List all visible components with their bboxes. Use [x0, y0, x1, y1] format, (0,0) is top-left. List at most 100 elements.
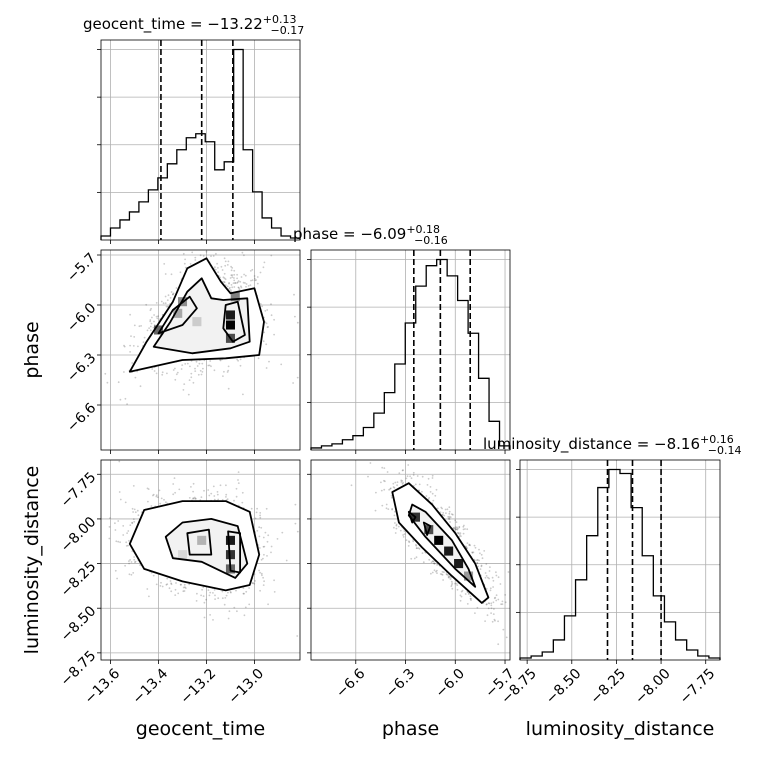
sample-point: [369, 462, 372, 464]
sample-point: [261, 305, 263, 308]
sample-point: [294, 315, 296, 318]
sample-point: [184, 587, 187, 589]
sample-point: [457, 532, 460, 535]
sample-point: [124, 397, 127, 400]
sample-point: [258, 569, 260, 572]
sample-point: [231, 276, 234, 278]
sample-point: [497, 620, 499, 623]
sample-point: [293, 293, 295, 296]
sample-point: [90, 395, 92, 397]
sample-point: [131, 522, 134, 525]
sample-point: [292, 382, 294, 384]
sample-point: [134, 561, 136, 564]
sample-point: [251, 582, 254, 585]
sample-point: [262, 266, 265, 269]
sample-point: [456, 584, 459, 586]
sample-point: [457, 527, 459, 530]
sample-point: [385, 503, 388, 506]
sample-point: [235, 589, 237, 592]
sample-point: [273, 579, 275, 582]
sample-point: [155, 315, 158, 318]
sample-point: [261, 574, 263, 577]
sample-point: [488, 602, 491, 605]
sample-point: [237, 287, 240, 289]
sample-point: [476, 562, 479, 565]
sample-point: [155, 494, 158, 497]
sample-point: [173, 477, 176, 479]
title-sub: −0.16: [414, 234, 448, 247]
sample-point: [258, 547, 261, 549]
sample-point: [213, 589, 216, 591]
sample-point: [166, 299, 169, 302]
sample-point: [458, 525, 461, 528]
sample-point: [231, 286, 234, 289]
sample-point: [133, 336, 136, 338]
sample-point: [131, 507, 134, 510]
sample-point: [487, 602, 490, 604]
sample-point: [449, 521, 451, 523]
sample-point: [200, 594, 203, 597]
sample-point: [133, 508, 136, 511]
sample-point: [232, 282, 235, 284]
sample-point: [237, 482, 240, 484]
sample-point: [394, 532, 397, 534]
density-cell: [192, 317, 202, 327]
sample-point: [465, 546, 468, 549]
sample-point: [161, 371, 164, 374]
sample-point: [217, 597, 220, 600]
sample-point: [108, 537, 111, 540]
sample-point: [501, 600, 504, 603]
sample-point: [234, 282, 237, 284]
sample-point: [128, 562, 131, 565]
sample-point: [497, 643, 500, 646]
sample-point: [216, 493, 219, 496]
sample-point: [380, 489, 383, 492]
sample-point: [244, 274, 247, 277]
sample-point: [511, 635, 513, 637]
sample-point: [470, 599, 472, 602]
sample-point: [195, 497, 197, 500]
sample-point: [190, 376, 193, 379]
sample-point: [134, 560, 137, 563]
sample-point: [214, 266, 216, 269]
sample-point: [418, 548, 421, 550]
sample-point: [488, 577, 490, 580]
sample-point: [296, 376, 299, 379]
sample-point: [132, 518, 135, 521]
sample-point: [237, 280, 240, 282]
sample-point: [490, 602, 493, 605]
density-cell: [230, 292, 240, 302]
sample-point: [494, 619, 496, 622]
sample-point: [129, 524, 132, 526]
sample-point: [253, 275, 256, 277]
sample-point: [160, 497, 163, 500]
sample-point: [410, 557, 413, 560]
sample-point: [214, 233, 216, 235]
sample-point: [499, 583, 502, 585]
density-cell: [225, 535, 235, 545]
sample-point: [198, 362, 201, 365]
sample-point: [131, 362, 134, 364]
sample-point: [477, 565, 479, 568]
sample-point: [222, 375, 224, 377]
sample-point: [227, 617, 230, 620]
sample-point: [191, 251, 194, 254]
sample-point: [118, 491, 121, 493]
sample-point: [236, 610, 238, 613]
sample-point: [252, 582, 255, 584]
sample-point: [425, 495, 428, 497]
sample-point: [451, 513, 454, 516]
density-cell: [177, 550, 188, 560]
sample-point: [456, 588, 459, 591]
sample-point: [150, 505, 153, 507]
y-tick-label: −5.7: [64, 250, 99, 285]
sample-point: [383, 488, 386, 491]
sample-point: [172, 293, 174, 296]
sample-point: [179, 583, 182, 586]
title-main: phase = −6.09: [293, 225, 406, 243]
sample-point: [254, 279, 257, 282]
sample-point: [222, 276, 225, 279]
sample-point: [387, 508, 390, 510]
sample-point: [470, 597, 472, 600]
sample-point: [155, 302, 158, 304]
